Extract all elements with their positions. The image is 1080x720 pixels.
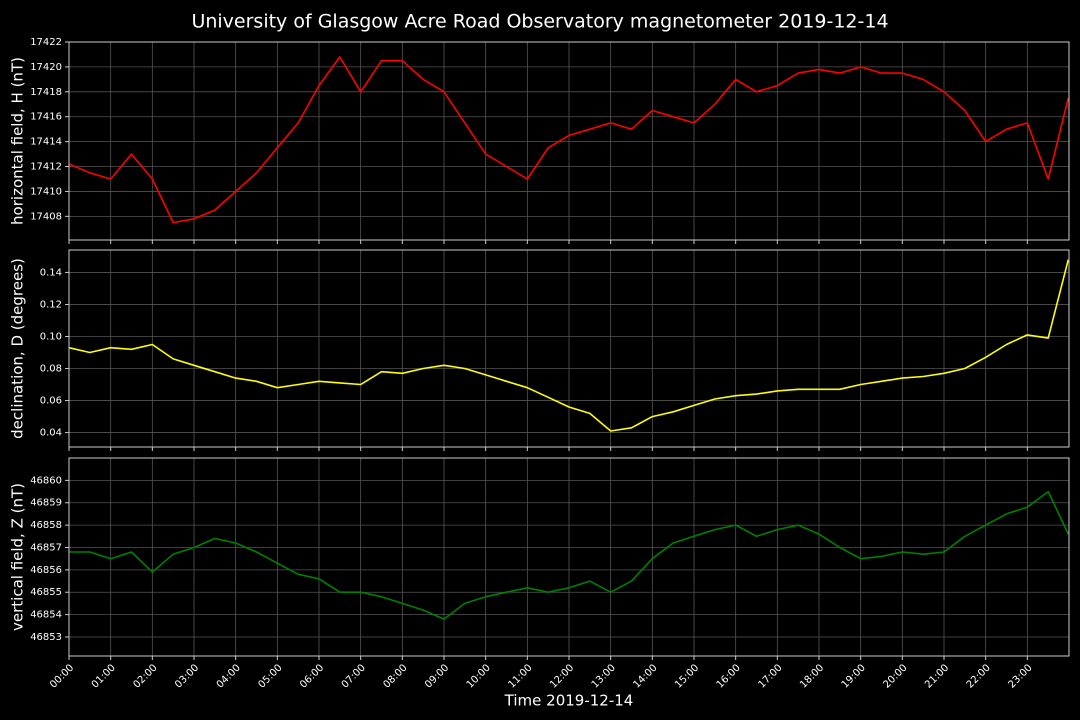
- x-tick-label: 09:00: [423, 662, 451, 690]
- y-tick-label: 17416: [30, 112, 62, 123]
- y-tick-label: 0.04: [40, 428, 62, 439]
- y-tick-label: 17418: [30, 87, 62, 98]
- data-line: [68, 56, 1070, 224]
- y-tick-label: 46855: [30, 587, 62, 598]
- x-tick-label: 11:00: [506, 662, 534, 690]
- x-tick-label: 21:00: [923, 662, 951, 690]
- y-tick-label: 46860: [30, 475, 62, 486]
- x-tick-label: 16:00: [715, 662, 743, 690]
- y-tick-label: 17408: [30, 211, 62, 222]
- y-tick-label: 0.10: [40, 331, 62, 342]
- y-tick-label: 46857: [30, 542, 62, 553]
- y-tick-label: 17410: [30, 186, 62, 197]
- x-tick-label: 18:00: [798, 662, 826, 690]
- x-tick-label: 07:00: [340, 662, 368, 690]
- x-tick-label: 19:00: [840, 662, 868, 690]
- panel: 46853 46854 46855 46856 46857 46858 46859 46860…: [9, 457, 1070, 710]
- y-tick-label: 46853: [30, 632, 62, 643]
- x-tick-label: 23:00: [1006, 662, 1034, 690]
- x-tick-label: 08:00: [381, 662, 409, 690]
- x-tick-label: 14:00: [631, 662, 659, 690]
- y-tick-label: 17420: [30, 62, 62, 73]
- y-tick-label: 46856: [30, 565, 62, 576]
- x-tick-label: 13:00: [590, 662, 618, 690]
- y-tick-label: 46859: [30, 498, 62, 509]
- x-tick-label: 17:00: [756, 662, 784, 690]
- y-tick-label: 0.12: [40, 299, 62, 310]
- y-tick-label: 0.14: [40, 267, 62, 278]
- x-tick-label: 12:00: [548, 662, 576, 690]
- y-tick-label: 17414: [30, 137, 62, 148]
- y-axis-label: declination, D (degrees): [9, 258, 27, 439]
- y-tick-label: 0.08: [40, 364, 62, 375]
- data-line: [69, 490, 1070, 620]
- x-tick-label: 10:00: [465, 662, 493, 690]
- x-tick-label: 04:00: [215, 662, 243, 690]
- x-tick-label: 01:00: [90, 662, 118, 690]
- panel: 0.04 0.06 0.08 0.10 0.12 0.14 declination, D (…: [9, 249, 1070, 451]
- x-tick-label: 15:00: [673, 662, 701, 690]
- panel: 17408 17410 17412 17414 17416 17418 17420 17422…: [9, 37, 1070, 244]
- y-tick-label: 17422: [30, 37, 62, 48]
- data-line: [68, 259, 1070, 432]
- y-axis-label: horizontal field, H (nT): [9, 57, 27, 225]
- x-axis-label: Time 2019-12-14: [504, 692, 634, 710]
- y-tick-label: 46854: [30, 610, 62, 621]
- figure-title: University of Glasgow Acre Road Observat…: [191, 11, 888, 33]
- y-tick-label: 46858: [30, 520, 62, 531]
- x-tick-label: 02:00: [131, 662, 159, 690]
- y-axis-label: vertical field, Z (nT): [9, 483, 27, 631]
- y-tick-label: 17412: [30, 162, 62, 173]
- x-tick-label: 22:00: [965, 662, 993, 690]
- x-tick-label: 06:00: [298, 662, 326, 690]
- y-tick-label: 0.06: [40, 396, 62, 407]
- x-tick-label: 20:00: [881, 662, 909, 690]
- x-tick-label: 00:00: [48, 662, 76, 690]
- x-tick-label: 03:00: [173, 662, 201, 690]
- x-tick-label: 05:00: [256, 662, 284, 690]
